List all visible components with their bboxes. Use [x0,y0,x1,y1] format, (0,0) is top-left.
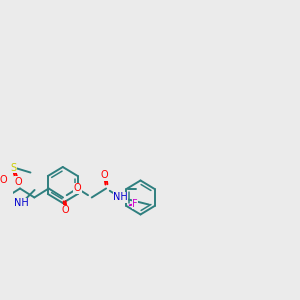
Text: NH: NH [14,199,28,208]
Text: N: N [0,175,5,185]
Text: O: O [74,184,81,194]
Text: O: O [100,170,108,181]
Text: S: S [11,163,17,172]
Text: NH: NH [113,193,128,202]
Text: O: O [0,175,7,184]
Text: O: O [15,176,22,187]
Text: F: F [132,199,138,209]
Text: O: O [61,206,69,215]
